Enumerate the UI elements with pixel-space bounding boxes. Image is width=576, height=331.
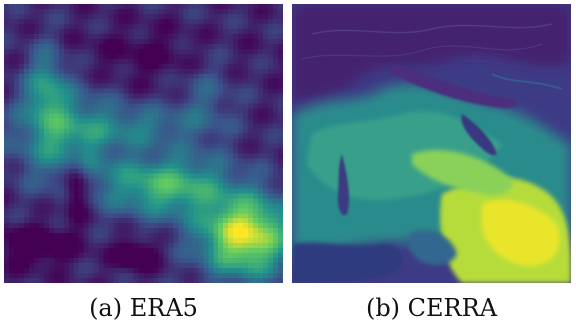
era5-field-image [4, 4, 283, 283]
cerra-field-image [292, 4, 571, 283]
cerra-heatmap [292, 4, 571, 283]
caption-b: (b) CERRA [365, 294, 498, 322]
era5-heatmap [4, 4, 283, 283]
caption-a: (a) ERA5 [89, 294, 198, 322]
